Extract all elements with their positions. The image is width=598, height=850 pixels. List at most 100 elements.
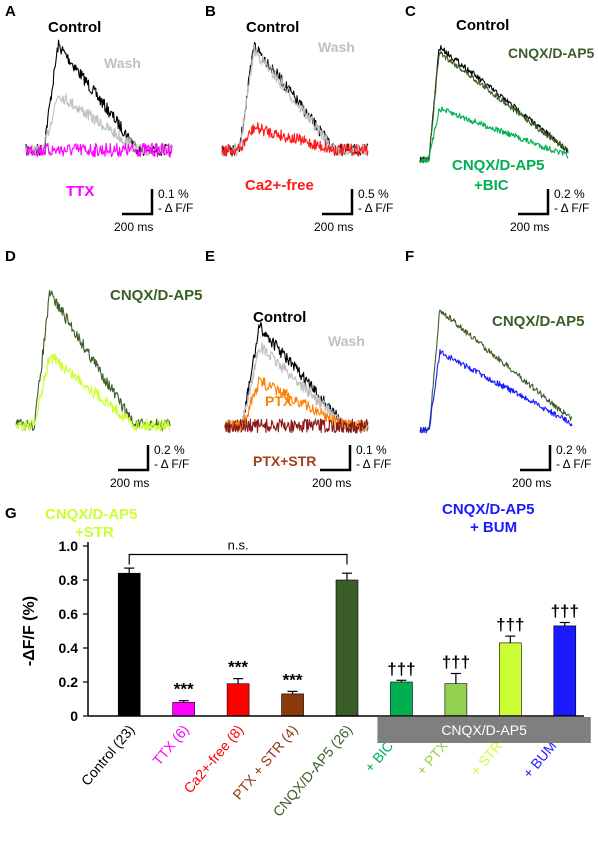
trace-label: CNQX/D-AP5 (452, 157, 545, 174)
trace-0 (419, 45, 569, 164)
bar (553, 625, 577, 717)
scale-bar (518, 189, 550, 216)
trace-2 (221, 122, 369, 157)
bar (390, 681, 413, 717)
y-axis-label: -ΔF/F (%) (21, 596, 38, 666)
bar (226, 683, 250, 717)
trace-label: +STR (75, 524, 114, 541)
bar (444, 683, 468, 717)
trace-2 (26, 142, 173, 158)
trace-label: Ca2+-free (245, 177, 314, 194)
panel-letter: A (5, 3, 16, 20)
significance-mark: ††† (387, 659, 415, 678)
trace-label: TTX (66, 183, 94, 200)
scale-bar (118, 445, 150, 472)
bar (499, 642, 522, 717)
scale-unit-label: - Δ F/F (556, 457, 591, 471)
scale-unit-label: - Δ F/F (158, 201, 193, 215)
trace-1 (419, 348, 573, 434)
trace-label: Wash (318, 39, 355, 55)
trace-1 (15, 353, 171, 432)
bar (281, 693, 304, 717)
trace-label: CNQX/D-AP5 (492, 313, 585, 330)
panel-e: E Control Wash PTX PTX+STR 0.1 %- Δ F/F 200 ms (205, 248, 391, 490)
bar (117, 572, 141, 717)
y-tick-label: 0 (70, 708, 78, 724)
trace-0 (224, 322, 369, 433)
y-tick-label: 0.6 (59, 606, 79, 622)
x-tick-label: Control (23) (78, 722, 138, 789)
significance-mark: *** (283, 670, 303, 689)
significance-mark: ††† (496, 615, 524, 634)
y-tick-label: 0.8 (59, 572, 79, 588)
scale-x-label: 200 ms (110, 476, 149, 490)
trace-1 (25, 93, 173, 157)
panel-b: B Control Wash Ca2+-free 0.5 %- Δ F/F 200 ms (205, 3, 393, 234)
scale-unit-label: - Δ F/F (358, 201, 393, 215)
scale-unit-label: - Δ F/F (154, 457, 189, 471)
scale-y-label: 0.2 % (556, 443, 587, 457)
bar (172, 702, 195, 717)
bar (335, 579, 359, 717)
panel-letter: D (5, 248, 16, 265)
panel-letter: G (5, 505, 17, 522)
trace-label: + BUM (470, 519, 517, 536)
scale-bar (520, 445, 552, 472)
scale-bar (320, 445, 352, 472)
y-tick-label: 0.2 (59, 674, 79, 690)
scale-bar (322, 189, 354, 216)
scale-x-label: 200 ms (312, 476, 351, 490)
panel-a: A Control Wash TTX 0.1 %- Δ F/F 200 ms (5, 3, 193, 234)
scale-unit-label: - Δ F/F (554, 201, 589, 215)
panel-letter: B (205, 3, 216, 20)
trace-label: Control (48, 19, 101, 36)
trace-label: PTX+STR (253, 453, 316, 469)
trace-0 (25, 39, 173, 157)
significance-bracket (128, 553, 348, 565)
significance-mark: ††† (551, 602, 579, 621)
scale-x-label: 200 ms (314, 220, 353, 234)
trace-label: Control (456, 17, 509, 34)
trace-label: CNQX/D-AP5 (110, 287, 203, 304)
scale-y-label: 0.2 % (154, 443, 185, 457)
trace-3 (224, 418, 369, 434)
trace-label: CNQX/D-AP5 (508, 45, 595, 61)
scale-unit-label: - Δ F/F (356, 457, 391, 471)
trace-label: Control (246, 19, 299, 36)
significance-mark: ††† (442, 653, 470, 672)
scale-y-label: 0.1 % (158, 187, 189, 201)
scale-bar (122, 189, 154, 216)
bracket-label: n.s. (228, 538, 249, 553)
panel-letter: F (405, 248, 414, 265)
trace-2 (419, 106, 569, 164)
scale-y-label: 0.1 % (356, 443, 387, 457)
trace-label: Wash (104, 55, 141, 71)
bar-chart-panel-g: G 0 0.2 0.4 0.6 0.8 1.0 -ΔF/F (%) Control (23) **… (5, 505, 591, 820)
scale-x-label: 200 ms (510, 220, 549, 234)
trace-label: Wash (328, 333, 365, 349)
scale-y-label: 0.5 % (358, 187, 389, 201)
trace-label: Control (253, 309, 306, 326)
group-box-label: CNQX/D-AP5 (441, 722, 527, 738)
significance-mark: *** (228, 658, 248, 677)
x-tick-label: TTX (6) (149, 722, 192, 769)
panel-letter: E (205, 248, 215, 265)
y-tick-label: 0.4 (59, 640, 79, 656)
trace-label: CNQX/D-AP5 (442, 501, 535, 518)
trace-0 (419, 309, 573, 433)
scale-y-label: 0.2 % (554, 187, 585, 201)
group-box (377, 717, 591, 743)
y-tick-label: 1.0 (59, 538, 79, 554)
significance-mark: *** (174, 680, 194, 699)
scale-x-label: 200 ms (512, 476, 551, 490)
trace-1 (419, 51, 569, 164)
trace-label: CNQX/D-AP5 (45, 506, 138, 523)
panel-c: C Control CNQX/D-AP5 CNQX/D-AP5 +BIC 0.2 %- Δ… (405, 3, 595, 234)
trace-0 (15, 289, 171, 432)
trace-label: PTX (265, 393, 293, 409)
panel-letter: C (405, 3, 416, 20)
